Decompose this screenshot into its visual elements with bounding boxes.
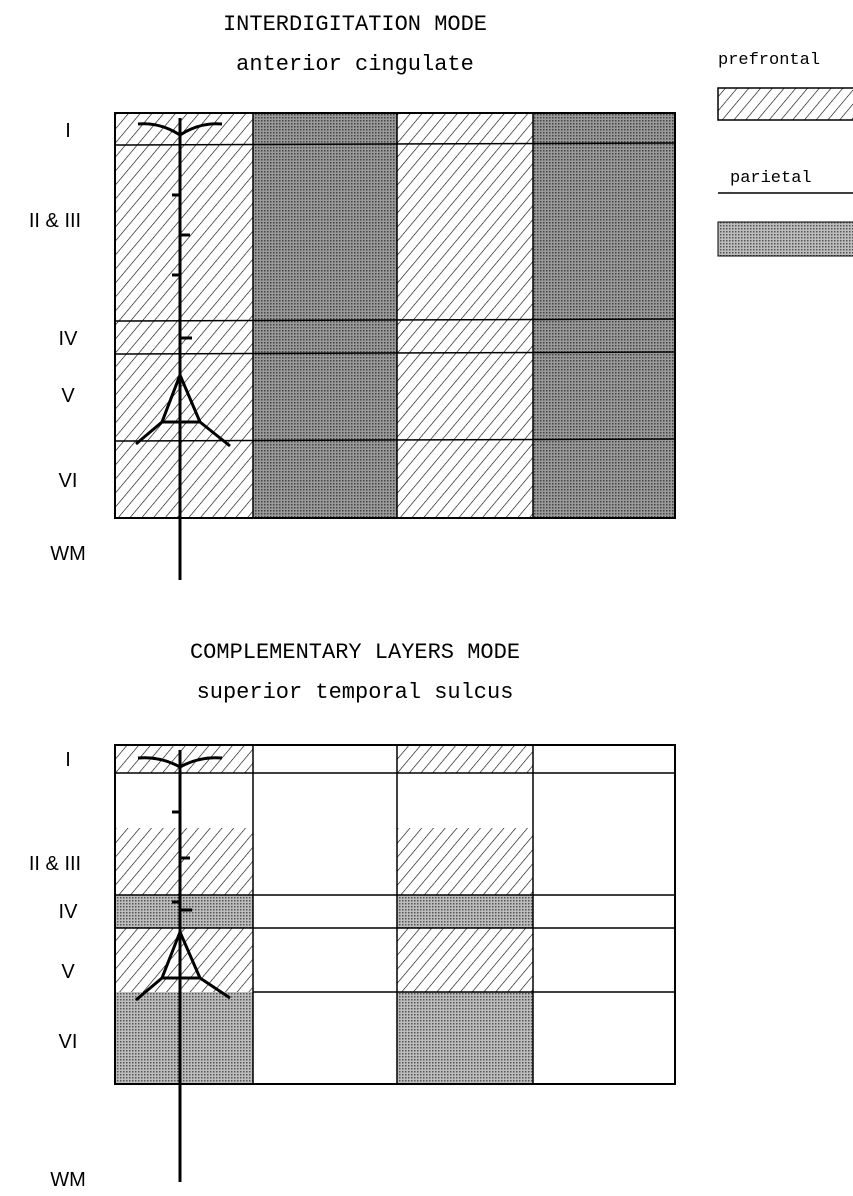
layer-label: WM [50, 543, 86, 565]
legend-label: prefrontal [718, 51, 820, 70]
columns [114, 744, 676, 1085]
layer-label: V [61, 961, 75, 983]
layer-label: II & III [29, 853, 81, 875]
layer-label: IV [59, 328, 79, 350]
panel-title: COMPLEMENTARY LAYERS MODE [190, 640, 520, 665]
shape [137, 756, 223, 769]
panel-subtitle: anterior cingulate [236, 52, 474, 77]
shape [397, 928, 533, 992]
layer-label: V [61, 385, 75, 407]
shape [397, 895, 533, 928]
shape [253, 113, 397, 518]
shape [115, 828, 253, 895]
shape [135, 420, 231, 448]
shape [397, 113, 533, 518]
layer-label: WM [50, 1169, 86, 1191]
shape [114, 351, 676, 355]
shape [397, 828, 533, 895]
layer-label: I [65, 120, 71, 142]
panel-title: INTERDIGITATION MODE [223, 12, 487, 37]
shape [114, 318, 676, 322]
layer-label: VI [59, 1031, 78, 1053]
shape [114, 744, 676, 1085]
shape [159, 370, 203, 424]
shape [533, 113, 675, 518]
legend-swatch [717, 87, 853, 121]
neuron [135, 118, 231, 580]
shape [115, 745, 253, 773]
legend-swatch [717, 221, 853, 257]
shape [135, 976, 231, 1002]
layer-label: VI [59, 470, 78, 492]
shape [137, 122, 223, 137]
shape [397, 745, 533, 773]
neuron [135, 750, 231, 1182]
shape [114, 113, 676, 518]
panel-subtitle: superior temporal sulcus [197, 680, 514, 705]
shape [114, 438, 676, 442]
shape [115, 745, 675, 1084]
layer-label: I [65, 749, 71, 771]
layer-label: II & III [29, 210, 81, 232]
shape [114, 112, 676, 519]
columns [114, 112, 676, 519]
shape [115, 113, 253, 518]
shape [114, 142, 676, 146]
shape [115, 992, 253, 1084]
layer-label: IV [59, 901, 79, 923]
shape [159, 928, 203, 980]
shape [397, 992, 533, 1084]
legend-label: parietal [730, 169, 812, 188]
